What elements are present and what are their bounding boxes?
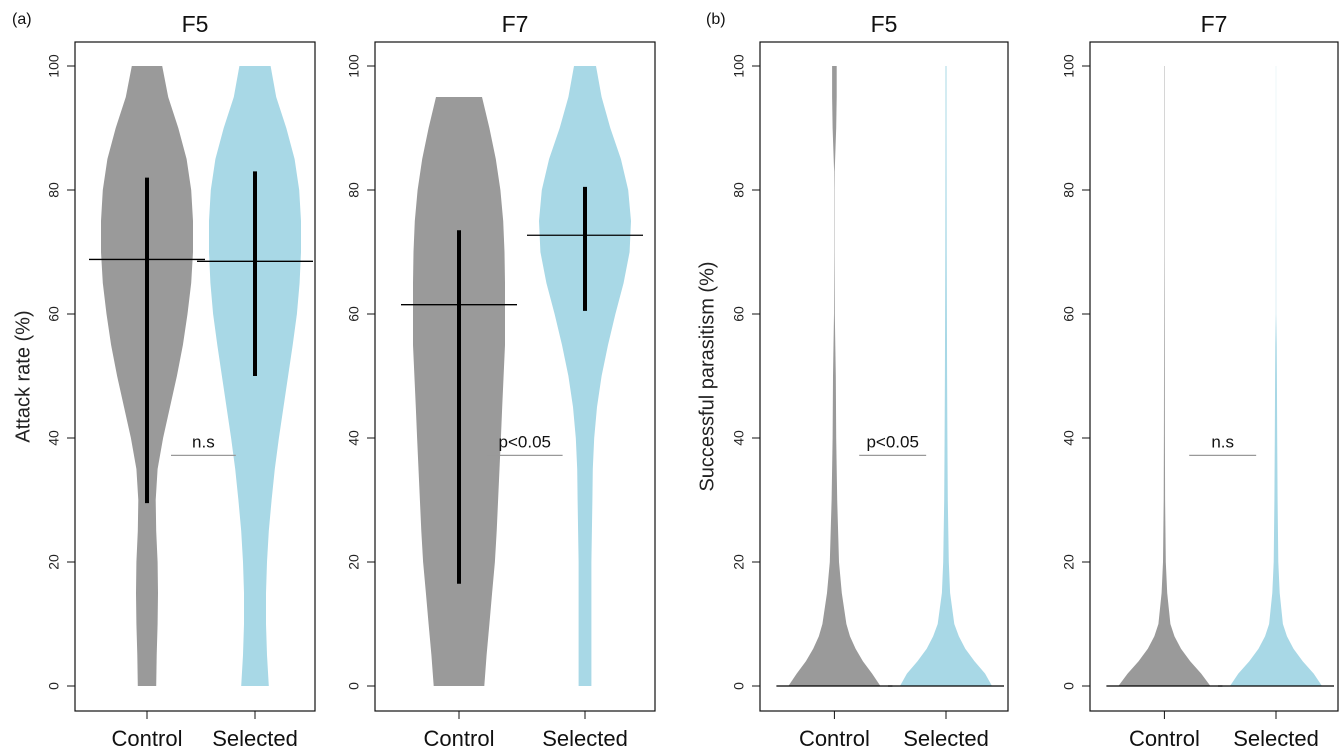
chart-title: F7 — [1201, 11, 1228, 37]
chart-panel-4: F7 0 20 40 60 80 100 Control Selected n.s — [1061, 11, 1339, 751]
significance-label: p<0.05 — [499, 432, 551, 451]
panel-label-b: (b) — [706, 11, 726, 28]
y-tick-label: 80 — [46, 182, 62, 198]
chart-panel-2: F7 0 20 40 60 80 100 Control Selected p<0.05 — [346, 11, 656, 751]
y-tick-label: 60 — [46, 306, 62, 322]
violin-control — [1118, 66, 1211, 686]
y-tick-label: 20 — [346, 554, 362, 570]
category-label-control: Control — [1129, 726, 1200, 751]
chart-title: F5 — [182, 11, 209, 37]
y-axis-label: Successful parasitism (%) — [696, 261, 718, 491]
chart-title: F7 — [502, 11, 529, 37]
category-label-control: Control — [424, 726, 495, 751]
significance-label: p<0.05 — [866, 432, 918, 451]
y-tick-label: 0 — [346, 682, 362, 690]
y-tick-label: 80 — [346, 182, 362, 198]
chart-panel-3: F5 0 20 40 60 80 100 Successful parasitism (%) C… — [696, 11, 1009, 751]
category-label-selected: Selected — [1233, 726, 1319, 751]
violin-control — [788, 66, 881, 686]
y-tick-label: 60 — [346, 306, 362, 322]
y-tick-label: 100 — [46, 54, 62, 78]
category-label-selected: Selected — [542, 726, 628, 751]
plot-frame — [74, 41, 316, 712]
y-tick-label: 0 — [46, 682, 62, 690]
y-tick-label: 0 — [731, 682, 747, 690]
category-label-control: Control — [799, 726, 870, 751]
y-tick-label: 80 — [731, 182, 747, 198]
y-tick-label: 100 — [346, 54, 362, 78]
category-label-selected: Selected — [212, 726, 298, 751]
y-tick-label: 80 — [1061, 182, 1077, 198]
y-tick-label: 100 — [731, 54, 747, 78]
y-tick-label: 60 — [1061, 306, 1077, 322]
panel-label-a: (a) — [12, 11, 32, 28]
chart-panel-1: F5 0 20 40 60 80 100 Attack rate (%) Control Sele… — [12, 11, 316, 751]
plot-frame — [1089, 41, 1339, 712]
y-tick-label: 20 — [731, 554, 747, 570]
violin-selected — [539, 66, 631, 686]
y-tick-label: 20 — [46, 554, 62, 570]
y-tick-label: 40 — [46, 430, 62, 446]
violin-selected — [900, 66, 992, 686]
y-tick-label: 0 — [1061, 682, 1077, 690]
violin-selected — [1230, 66, 1322, 686]
charts-group: F5 0 20 40 60 80 100 Attack rate (%) Control Sele… — [12, 11, 1339, 751]
significance-label: n.s — [192, 432, 215, 451]
significance-label: n.s — [1211, 432, 1234, 451]
category-label-control: Control — [112, 726, 183, 751]
plot-frame — [374, 41, 656, 712]
y-tick-label: 40 — [731, 430, 747, 446]
category-label-selected: Selected — [903, 726, 989, 751]
y-axis-label: Attack rate (%) — [12, 310, 34, 442]
y-tick-label: 40 — [1061, 430, 1077, 446]
y-tick-label: 100 — [1061, 54, 1077, 78]
plot-frame — [759, 41, 1009, 712]
y-tick-label: 20 — [1061, 554, 1077, 570]
y-tick-label: 40 — [346, 430, 362, 446]
chart-title: F5 — [871, 11, 898, 37]
y-tick-label: 60 — [731, 306, 747, 322]
